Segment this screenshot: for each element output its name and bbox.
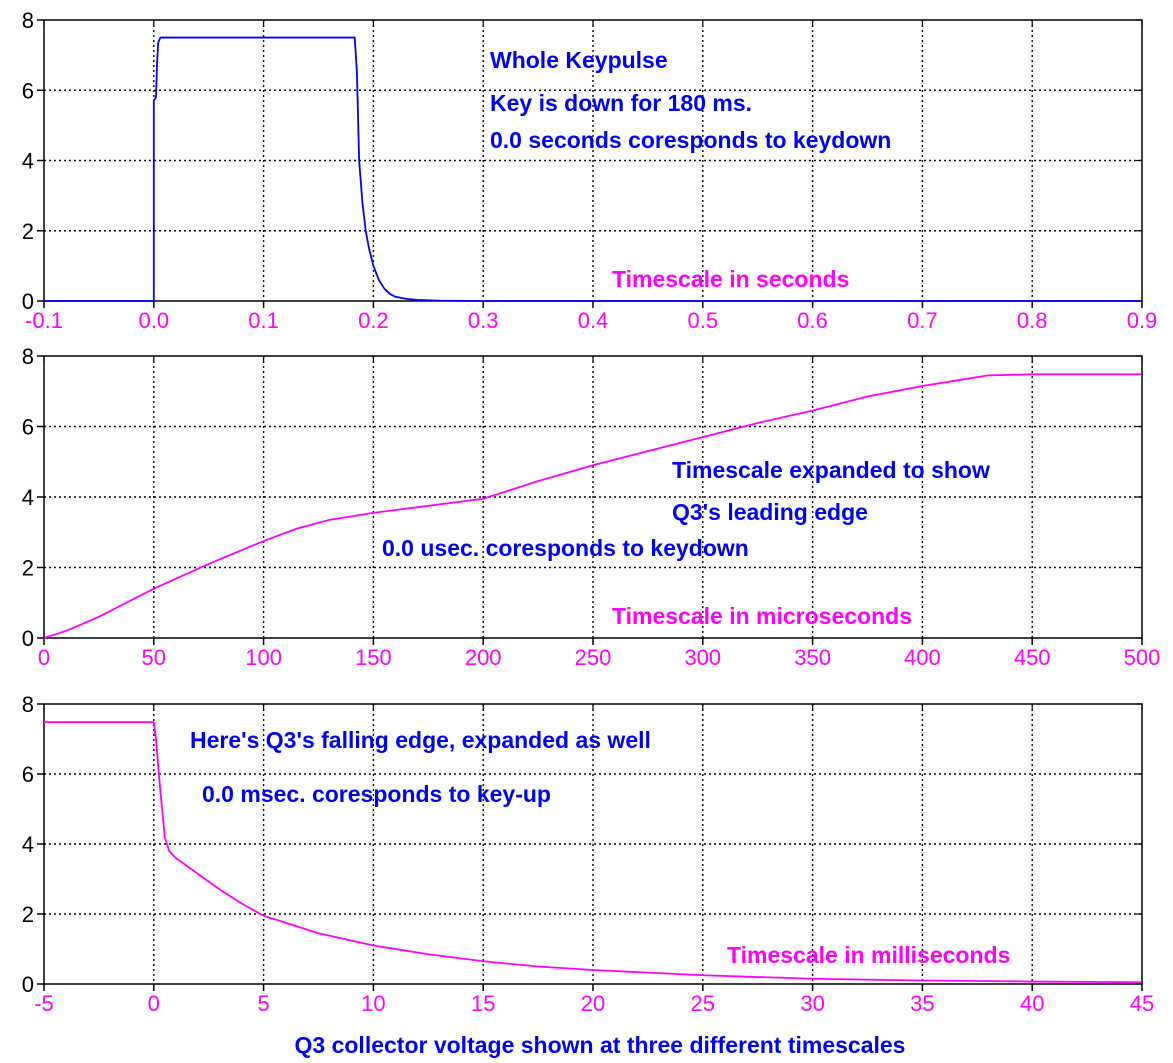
y-tick-label: 8 <box>22 692 34 717</box>
x-tick-label: 0.9 <box>1127 308 1158 333</box>
x-tick-label: 30 <box>800 991 824 1016</box>
x-tick-label: 100 <box>245 645 282 670</box>
x-tick-label: 300 <box>684 645 721 670</box>
series-line <box>44 721 1143 984</box>
x-tick-label: 25 <box>691 991 715 1016</box>
y-tick-label: 0 <box>22 626 34 651</box>
x-tick-label: 250 <box>575 645 612 670</box>
x-tick-label: 500 <box>1124 645 1161 670</box>
chart-panel-2: 0 50 100 150 200 250 300 350 400 450 500 0 2 4 6 8 Times… <box>22 344 1161 670</box>
x-tick-label: -0.1 <box>25 308 63 333</box>
x-tick-label: 45 <box>1130 991 1154 1016</box>
y-tick-label: 6 <box>22 762 34 787</box>
chart-annotation: Timescale in seconds <box>612 266 849 292</box>
y-tick-label: 0 <box>22 289 34 314</box>
y-tick-label: 2 <box>22 219 34 244</box>
x-tick-label: 40 <box>1020 991 1044 1016</box>
x-tick-label: 10 <box>361 991 385 1016</box>
x-tick-label: 50 <box>142 645 166 670</box>
x-tick-label: 0 <box>148 991 160 1016</box>
y-tick-label: 4 <box>22 832 34 857</box>
y-tick-label: 0 <box>22 972 34 997</box>
x-tick-label: 0.8 <box>1017 308 1048 333</box>
y-tick-label: 2 <box>22 556 34 581</box>
chart-annotation: Q3's leading edge <box>672 499 868 525</box>
y-tick-label: 2 <box>22 902 34 927</box>
chart-annotation: Whole Keypulse <box>490 47 668 73</box>
x-tick-label: 15 <box>471 991 495 1016</box>
x-tick-label: 0.1 <box>248 308 279 333</box>
x-tick-label: 0.7 <box>907 308 938 333</box>
chart-annotation: Timescale in milliseconds <box>727 942 1010 968</box>
x-tick-label: 0.5 <box>688 308 719 333</box>
y-tick-label: 4 <box>22 149 34 174</box>
y-tick-label: 6 <box>22 78 34 103</box>
chart-panel-1: -0.1 0.0 0.1 0.2 0.3 0.4 0.5 0.6 0.7 0.8 0.9 0 2 4 6 8 W… <box>22 8 1158 333</box>
x-tick-label: 0.0 <box>139 308 170 333</box>
y-tick-label: 6 <box>22 415 34 440</box>
x-tick-label: -5 <box>34 991 54 1016</box>
chart-annotation: 0.0 seconds coresponds to keydown <box>490 127 891 153</box>
x-tick-label: 350 <box>794 645 831 670</box>
chart-annotation: Key is down for 180 ms. <box>490 90 752 116</box>
chart-annotation: 0.0 msec. coresponds to key-up <box>202 781 551 807</box>
y-tick-label: 8 <box>22 8 34 33</box>
x-tick-label: 0.6 <box>797 308 828 333</box>
x-tick-label: 400 <box>904 645 941 670</box>
x-tick-label: 0.3 <box>468 308 499 333</box>
chart-annotation: Timescale expanded to show <box>672 457 990 483</box>
x-tick-label: 35 <box>910 991 934 1016</box>
series-line <box>43 373 1142 639</box>
x-tick-label: 0.2 <box>358 308 389 333</box>
y-tick-label: 8 <box>22 344 34 369</box>
x-tick-label: 0 <box>38 645 50 670</box>
chart-annotation: Here's Q3's falling edge, expanded as we… <box>190 727 651 753</box>
x-tick-label: 150 <box>355 645 392 670</box>
x-tick-label: 450 <box>1014 645 1051 670</box>
x-tick-label: 200 <box>465 645 502 670</box>
y-tick-label: 4 <box>22 485 34 510</box>
x-tick-label: 0.4 <box>578 308 609 333</box>
x-tick-label: 5 <box>257 991 269 1016</box>
x-tick-label: 20 <box>581 991 605 1016</box>
chart-annotation: 0.0 usec. coresponds to keydown <box>382 535 749 561</box>
series-line <box>44 36 1142 302</box>
figure-caption: Q3 collector voltage shown at three diff… <box>295 1032 906 1058</box>
chart-annotation: Timescale in microseconds <box>612 603 912 629</box>
